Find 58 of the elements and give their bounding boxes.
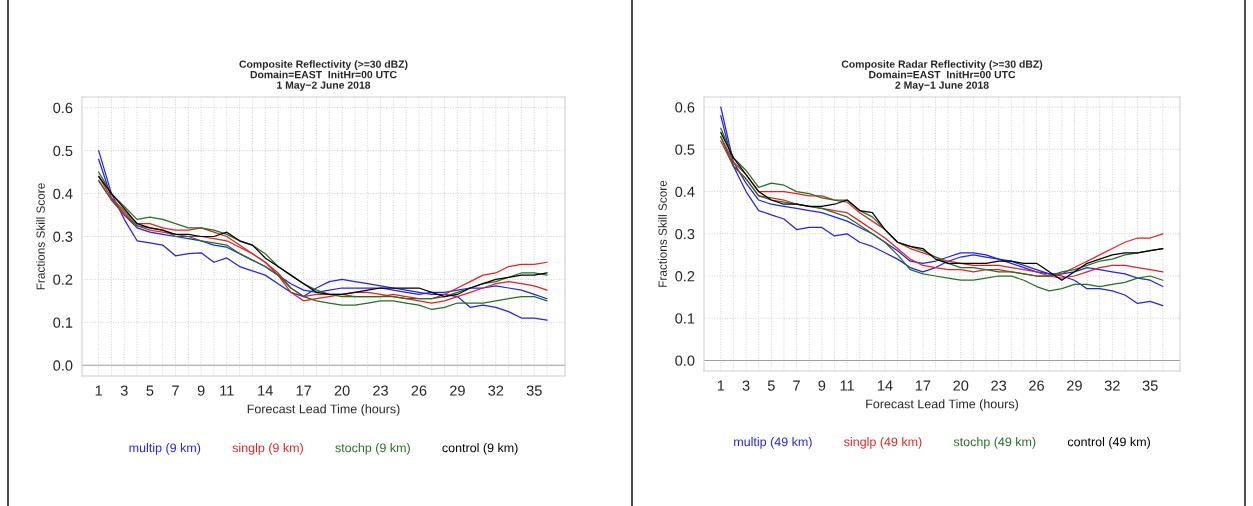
x-tick-label: 9 (818, 380, 826, 391)
y-tick-label: 0.5 (53, 145, 73, 157)
y-tick-label: 0.3 (53, 231, 73, 242)
x-tick-label: 29 (1067, 380, 1082, 391)
y-tick-label: 0.6 (675, 102, 695, 113)
y-tick-label: 0.1 (675, 313, 695, 324)
text: stochp (9 km) (335, 443, 410, 455)
x-tick-label: 1 (717, 380, 725, 391)
x-tick-label: 7 (793, 380, 800, 391)
chart-subtitle: Domain=EAST InitHr=00 UTC 2 May−1 June 2018 (869, 70, 1016, 91)
x-tick-label: 26 (1029, 380, 1044, 391)
y-tick-label: 0.1 (53, 317, 73, 328)
y-tick-label: 0.0 (675, 355, 695, 366)
y-tick-label: 0.4 (675, 186, 695, 197)
y-axis-title: Fractions Skill Score (36, 183, 45, 290)
x-tick-label: 9 (197, 385, 205, 396)
y-tick-label: 0.2 (53, 274, 73, 285)
text: stochp (49 km) (953, 437, 1036, 449)
x-tick-label: 7 (172, 385, 179, 396)
x-tick-label: 20 (334, 385, 350, 396)
x-tick-label: 1 (95, 385, 102, 396)
text: control (49 km) (1067, 437, 1150, 449)
y-tick-label: 0.4 (53, 188, 73, 199)
text: singlp (9 km) (232, 443, 303, 455)
chart-title: Composite Radar Reflectivity (>=30 dBZ) (841, 60, 1043, 70)
x-tick-label: 14 (877, 380, 893, 391)
y-tick-label: 0.5 (675, 144, 695, 155)
x-tick-label: 35 (1142, 380, 1158, 391)
x-tick-label: 14 (258, 385, 273, 396)
y-tick-label: 0.0 (53, 360, 73, 371)
x-tick-label: 3 (742, 380, 750, 391)
x-tick-label: 23 (991, 380, 1007, 391)
x-tick-label: 17 (296, 385, 312, 396)
x-tick-label: 20 (953, 380, 969, 391)
x-tick-label: 32 (1104, 380, 1120, 391)
x-tick-label: 17 (915, 380, 931, 391)
x-tick-label: 5 (767, 380, 775, 391)
x-tick-label: 35 (526, 385, 542, 396)
y-tick-label: 0.3 (675, 228, 695, 240)
x-tick-label: 26 (411, 385, 427, 396)
text: multip (9 km) (129, 443, 201, 455)
x-tick-label: 23 (373, 385, 388, 396)
x-tick-label: 11 (220, 385, 234, 396)
text: multip (49 km) (734, 437, 812, 449)
x-tick-label: 11 (840, 380, 854, 391)
x-tick-label: 32 (488, 385, 504, 396)
chart-title: Composite Reflectivity (>=30 dBZ) (239, 60, 408, 70)
x-axis-title: Forecast Lead Time (hours) (866, 399, 1018, 411)
text: control (9 km) (442, 443, 518, 455)
text: singlp (49 km) (844, 437, 922, 449)
x-axis-title: Forecast Lead Time (hours) (247, 404, 400, 416)
y-tick-label: 0.2 (675, 271, 695, 282)
y-axis-title: Fractions Skill Score (658, 180, 667, 287)
chart-subtitle: Domain=EAST InitHr=00 UTC 1 May−2 June 2018 (250, 70, 397, 91)
x-tick-label: 3 (120, 385, 128, 396)
x-tick-label: 29 (450, 385, 465, 396)
y-tick-label: 0.6 (53, 102, 73, 114)
x-tick-label: 5 (146, 385, 154, 396)
